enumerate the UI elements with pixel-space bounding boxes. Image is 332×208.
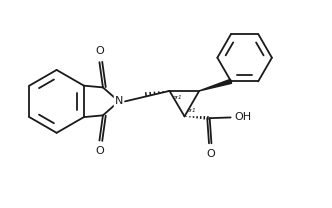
Text: OH: OH — [234, 113, 251, 123]
Polygon shape — [199, 79, 232, 91]
Text: O: O — [207, 149, 215, 159]
Text: O: O — [95, 46, 104, 56]
Text: O: O — [95, 146, 104, 156]
Text: or1: or1 — [186, 108, 196, 113]
Text: or1: or1 — [172, 95, 182, 100]
Text: N: N — [115, 96, 123, 106]
